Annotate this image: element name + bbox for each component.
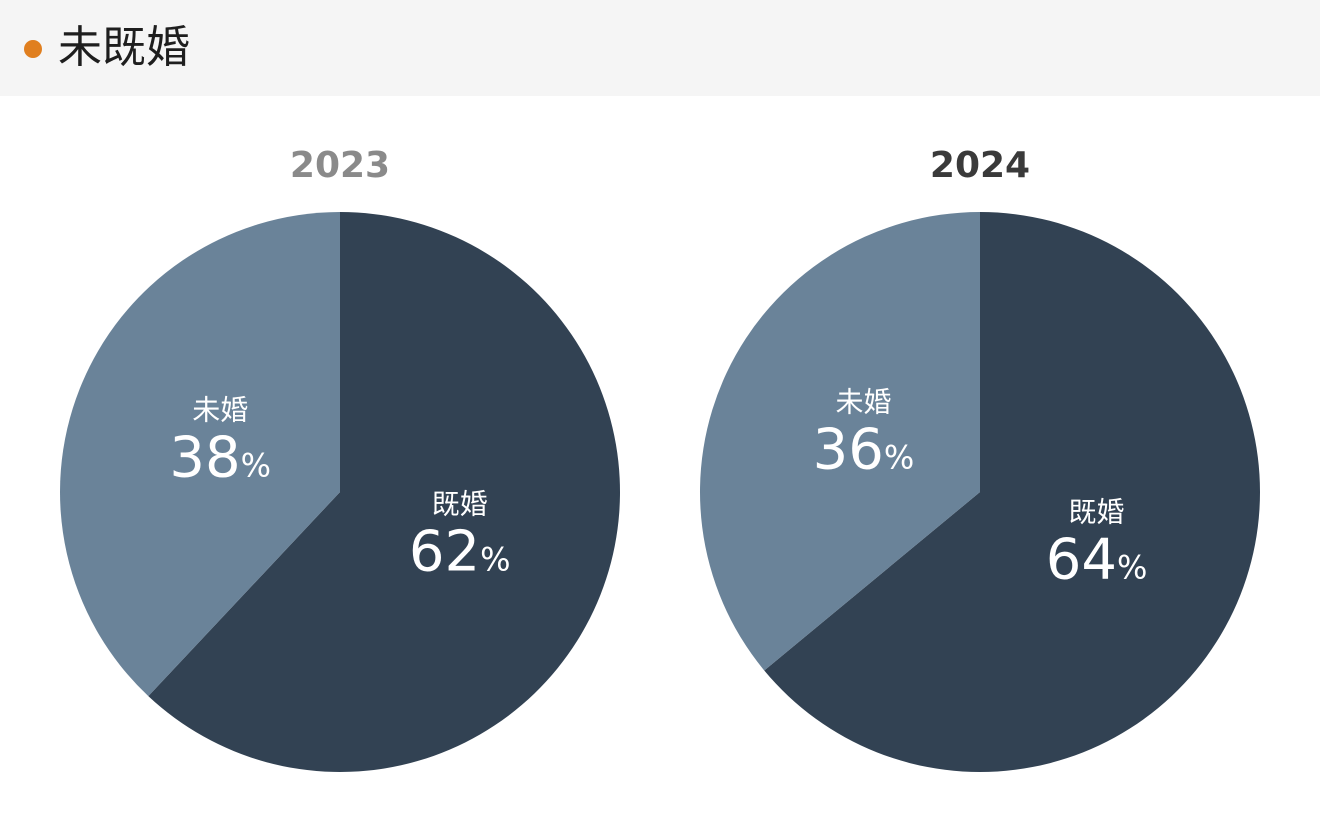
slice-value-married-2024: 64%: [1046, 529, 1148, 598]
label-unmarried-2024: 未婚 36%: [813, 386, 915, 489]
value-unit: %: [480, 540, 511, 579]
slice-value-unmarried-2023: 38%: [169, 427, 271, 496]
slice-name-unmarried-2023: 未婚: [192, 393, 249, 427]
chart-title-2024: 2024: [929, 145, 1031, 186]
slice-name-married-2023: 既婚: [431, 487, 488, 521]
value-number: 36: [812, 417, 884, 483]
slice-unmarried-2024: [699, 212, 980, 671]
value-unit: %: [1116, 548, 1148, 587]
slice-married-2024: [764, 212, 1260, 772]
slice-name-unmarried-2024: 未婚: [835, 385, 892, 419]
slice-married-2023: [148, 212, 621, 772]
pie-chart-2024: 2024 既婚 64% 未婚 36%: [660, 96, 1300, 828]
pie-svg-2023: [60, 212, 621, 772]
pie-svg-2024: [699, 212, 1260, 772]
value-number: 62: [408, 519, 481, 585]
value-number: 38: [169, 425, 241, 491]
label-married-2023: 既婚 62%: [409, 488, 511, 591]
pie-chart-2023: 2023 既婚 62% 未婚 38%: [20, 96, 660, 828]
value-unit: %: [883, 438, 915, 477]
page-title: 未既婚: [58, 22, 190, 73]
slice-value-married-2023: 62%: [408, 519, 511, 591]
slice-unmarried-2023: [60, 212, 341, 697]
header-bar: 未既婚: [0, 0, 1320, 96]
chart-title-2023: 2023: [289, 145, 391, 186]
value-unit: %: [240, 446, 272, 485]
label-unmarried-2023: 未婚 38%: [169, 393, 271, 496]
bullet-dot-icon: [24, 40, 42, 58]
value-number: 64: [1045, 527, 1117, 593]
slice-value-unmarried-2024: 36%: [812, 417, 915, 489]
slice-name-married-2024: 既婚: [1068, 495, 1125, 529]
label-married-2024: 既婚 64%: [1046, 495, 1148, 598]
